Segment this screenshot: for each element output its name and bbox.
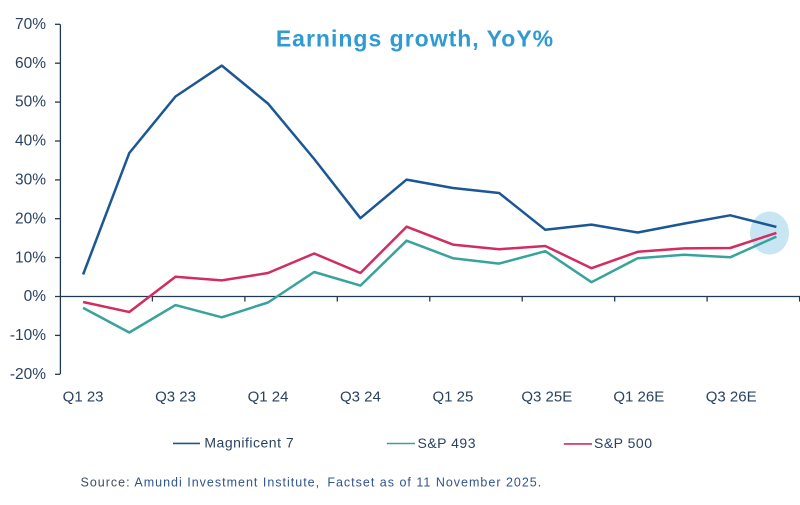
svg-text:Q1 23: Q1 23 [63, 388, 104, 405]
svg-text:Q1 26E: Q1 26E [613, 388, 664, 405]
svg-text:Q1 24: Q1 24 [248, 388, 289, 405]
svg-text:S&P 500: S&P 500 [594, 435, 653, 451]
svg-text:-20%: -20% [10, 366, 46, 383]
svg-text:Q3 26E: Q3 26E [706, 388, 757, 405]
svg-text:30%: 30% [15, 172, 46, 189]
svg-text:Source: Amundi Investment Inst: Source: Amundi Investment Institute, Fac… [81, 475, 543, 489]
svg-text:Q3 23: Q3 23 [155, 388, 196, 405]
svg-text:60%: 60% [15, 55, 46, 72]
svg-text:-10%: -10% [10, 327, 46, 344]
svg-text:0%: 0% [24, 288, 47, 305]
svg-text:S&P 493: S&P 493 [418, 435, 477, 451]
svg-text:10%: 10% [15, 249, 46, 266]
svg-text:70%: 70% [15, 16, 46, 33]
svg-text:40%: 40% [15, 133, 46, 150]
svg-text:Q3 25E: Q3 25E [521, 388, 572, 405]
svg-text:Earnings growth, YoY%: Earnings growth, YoY% [276, 25, 554, 51]
svg-text:Magnificent 7: Magnificent 7 [204, 435, 294, 451]
svg-text:20%: 20% [15, 210, 46, 227]
svg-text:50%: 50% [15, 94, 46, 111]
svg-text:Q3 24: Q3 24 [340, 388, 381, 405]
svg-text:Q1 25: Q1 25 [432, 388, 473, 405]
